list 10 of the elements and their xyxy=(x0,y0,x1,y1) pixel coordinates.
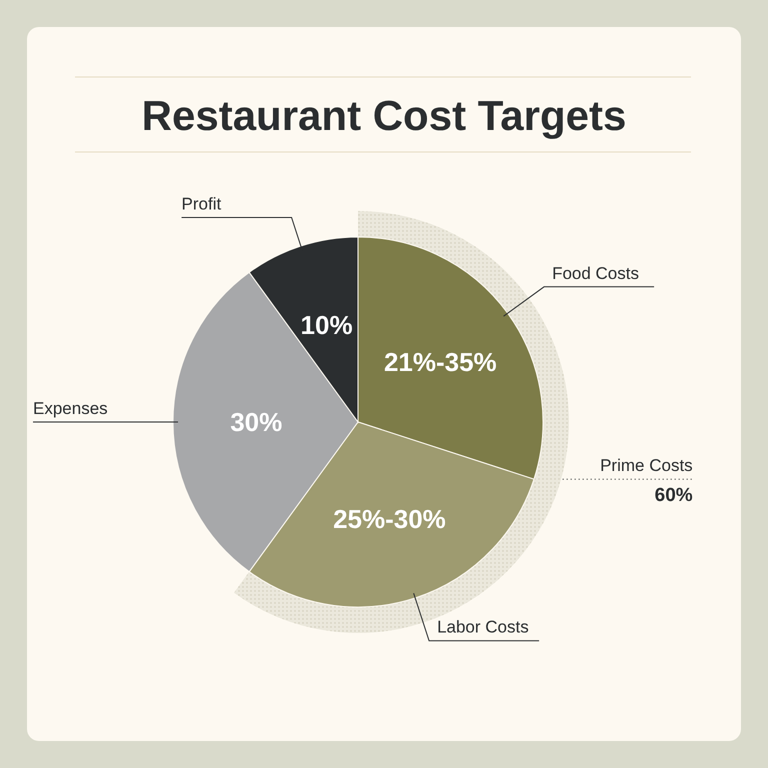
slice-label: Profit xyxy=(182,194,222,214)
data-label: 10% xyxy=(300,310,353,340)
chart-title: Restaurant Cost Targets xyxy=(142,92,626,139)
text: 21%-35% xyxy=(384,347,497,378)
data-label: 30% xyxy=(230,407,282,437)
text: Prime Costs 60% xyxy=(600,456,693,506)
slice-label: Food Costs xyxy=(552,264,640,283)
slice-label: Expenses xyxy=(33,399,108,418)
slice-label: Labor Costs xyxy=(437,618,529,637)
text: 25%-30% xyxy=(333,504,446,534)
